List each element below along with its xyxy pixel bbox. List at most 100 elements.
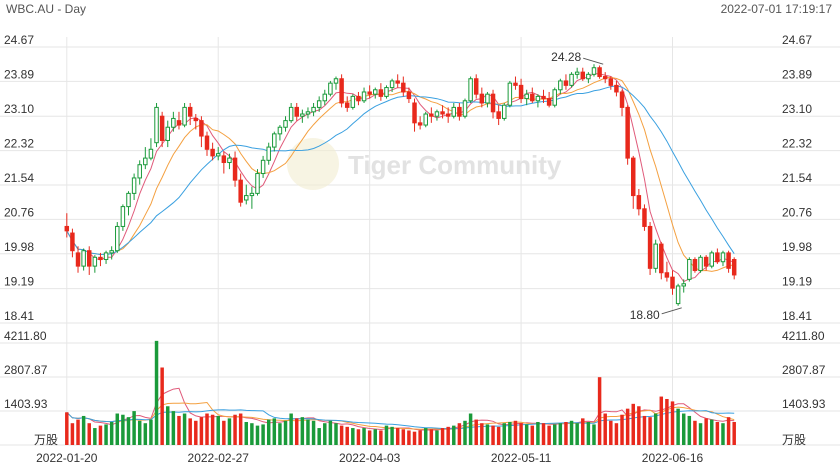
price-tick-left: 23.10 [4, 102, 34, 116]
volume-bar [581, 418, 585, 445]
volume-bar [227, 418, 232, 445]
candle-body [574, 71, 580, 75]
candle-body [344, 102, 350, 108]
candle-body [406, 91, 412, 100]
volume-bar [491, 425, 495, 445]
volume-bar [334, 423, 338, 445]
candle-body [473, 78, 479, 95]
candle-body [614, 84, 619, 93]
high-pointer [583, 57, 604, 65]
candle-body [602, 76, 608, 80]
candle-body [597, 67, 602, 78]
volume-bar [65, 412, 69, 445]
candle-body [238, 179, 243, 203]
candles [64, 64, 737, 306]
volume-bar [715, 421, 720, 445]
volume-bar [379, 430, 383, 445]
chart-grid [0, 37, 840, 446]
candle-body [496, 111, 501, 119]
volume-bar [552, 424, 557, 445]
extreme-annotations: 24.28 18.80 [551, 50, 682, 322]
volume-bar [328, 420, 333, 445]
date-tick: 2022-05-11 [491, 451, 552, 465]
candle-body [580, 71, 586, 80]
price-tick-right: 23.10 [782, 102, 812, 116]
candle-body [440, 111, 445, 115]
candle-body [457, 106, 462, 117]
candle-body [322, 93, 328, 102]
watermark: Tiger Community [287, 138, 562, 190]
chart-datetime: 2022-07-01 17:19:17 [720, 2, 832, 16]
candle-body [703, 256, 709, 267]
candle-body [356, 95, 361, 102]
volume-bar [188, 418, 192, 445]
volume-bar [81, 415, 86, 445]
price-tick-left: 23.89 [4, 67, 34, 81]
candle-body [569, 73, 574, 86]
volume-bar [109, 421, 114, 445]
volume-bar [132, 411, 136, 445]
candle-body [586, 73, 591, 80]
price-tick-left: 24.67 [4, 33, 34, 47]
volume-bar [457, 423, 462, 445]
candle-body [535, 95, 541, 102]
volume-bar [255, 425, 260, 445]
candle-body [445, 113, 451, 117]
volume-bar [558, 423, 563, 445]
candle-body [109, 250, 114, 254]
volume-bar [412, 431, 417, 445]
volume-bar [726, 417, 731, 445]
candle-body [653, 243, 658, 269]
volume-bar [339, 425, 344, 445]
price-tick-right: 24.67 [782, 33, 812, 47]
volume-bar [429, 429, 434, 445]
volume-bar [149, 419, 153, 445]
candle-body [98, 256, 103, 261]
volume-bar [362, 428, 366, 445]
candle-body [546, 98, 552, 106]
candle-body [720, 252, 726, 263]
candle-body [182, 106, 187, 126]
candle-body [479, 93, 485, 104]
price-tick-left: 18.41 [4, 309, 34, 323]
volume-bar [704, 418, 708, 445]
volume-bar [496, 426, 501, 445]
price-tick-right: 20.76 [782, 205, 812, 219]
candle-body [462, 100, 468, 117]
candle-body [468, 78, 473, 102]
volume-bar [524, 424, 529, 445]
candle-body [171, 117, 176, 128]
candle-body [631, 157, 636, 197]
volume-bar [306, 419, 310, 445]
volume-bar [70, 423, 75, 445]
volume-bar [407, 430, 411, 445]
price-tick-right: 19.98 [782, 240, 812, 254]
volume-bar [143, 423, 148, 445]
price-tick-left: 20.76 [4, 205, 34, 219]
price-axis-left: 24.67 23.89 23.10 22.32 21.54 20.76 19.98 19.19… [4, 33, 58, 447]
candle-body [558, 80, 563, 91]
candle-body [591, 67, 597, 75]
volume-tick-right: 4211.80 [782, 329, 825, 343]
candle-body [232, 157, 238, 181]
candle-body [434, 111, 440, 117]
volume-bar [182, 413, 187, 445]
candle-body [103, 252, 109, 261]
candle-body [417, 122, 423, 126]
price-tick-right: 22.32 [782, 137, 812, 151]
candle-body [277, 126, 283, 135]
volume-bars [65, 340, 736, 445]
volume-bar [76, 419, 80, 445]
candle-body [350, 95, 356, 108]
volume-bar [289, 413, 293, 445]
volume-bar [233, 414, 237, 445]
candle-body [709, 252, 715, 267]
candle-body [283, 120, 288, 128]
volume-bar [485, 424, 490, 445]
volume-bar [390, 426, 394, 445]
candle-body [401, 82, 406, 93]
volume-bar [446, 426, 450, 445]
volume-bar [295, 418, 299, 445]
candle-body [361, 91, 367, 102]
